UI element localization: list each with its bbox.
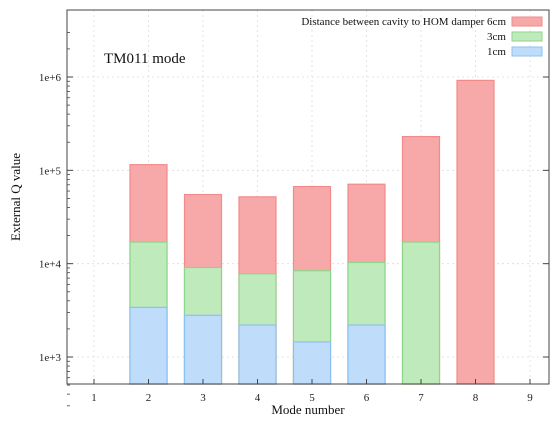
plot-frame bbox=[66, 9, 550, 385]
x-tick-label: 3 bbox=[200, 392, 206, 404]
legend-swatch bbox=[511, 31, 543, 42]
bar bbox=[456, 79, 495, 385]
bar bbox=[129, 306, 168, 385]
legend-label: 1cm bbox=[487, 46, 506, 58]
x-tick-label: 1 bbox=[91, 392, 97, 404]
bar bbox=[183, 314, 223, 385]
x-tick-label: 8 bbox=[473, 392, 479, 404]
x-tick-label: 9 bbox=[527, 392, 533, 404]
legend-swatch bbox=[511, 16, 543, 27]
chart-annotation: TM011 mode bbox=[104, 51, 186, 67]
bar bbox=[238, 324, 277, 385]
bar bbox=[347, 324, 386, 385]
bar bbox=[292, 341, 332, 385]
x-axis-label: Mode number bbox=[271, 402, 345, 417]
y-tick-label: 1e+5 bbox=[39, 165, 62, 177]
x-tick-label: 4 bbox=[255, 392, 261, 404]
y-tick-label: 1e+3 bbox=[39, 352, 62, 364]
axis-ticks: 1 2 3 4 5 6 7 8 9 1e+3 1e+4 1e+5 1e+6 bbox=[39, 32, 549, 407]
y-tick-label: 1e+4 bbox=[39, 259, 62, 271]
x-tick-label: 7 bbox=[418, 392, 424, 404]
legend: Distance between cavity to HOM damper 6c… bbox=[301, 16, 543, 58]
y-tick-label: 1e+6 bbox=[39, 72, 62, 84]
bar bbox=[401, 241, 441, 385]
x-tick-label: 2 bbox=[146, 392, 152, 404]
y-axis-label: External Q value bbox=[8, 153, 23, 241]
x-tick-label: 6 bbox=[364, 392, 370, 404]
x-tick-label: 5 bbox=[309, 392, 315, 404]
legend-label: Distance between cavity to HOM damper 6c… bbox=[301, 16, 506, 28]
legend-label: 3cm bbox=[487, 31, 506, 43]
legend-swatch bbox=[511, 46, 543, 57]
